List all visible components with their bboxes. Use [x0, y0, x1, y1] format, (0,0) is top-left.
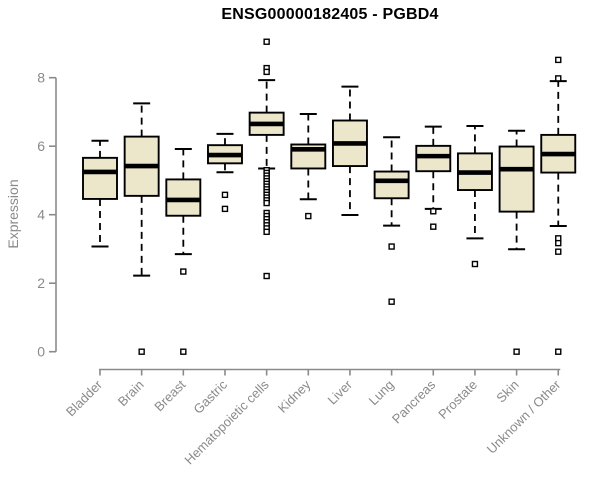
outlier-point — [555, 75, 562, 82]
x-tick-label-prostate: Prostate — [435, 377, 480, 422]
box-hematopoietic-cells — [248, 38, 285, 280]
y-tick-label: 4 — [37, 207, 45, 223]
iqr-box — [415, 144, 452, 173]
x-tick-label-bladder: Bladder — [63, 377, 106, 420]
outlier-point — [263, 38, 270, 45]
outlier-point — [471, 260, 479, 268]
outlier-point — [180, 268, 187, 275]
x-tick-label-brain: Brain — [115, 377, 147, 409]
box-skin — [498, 129, 535, 355]
y-tick-label: 8 — [37, 70, 45, 86]
iqr-box — [373, 170, 410, 200]
box-lung — [373, 136, 410, 305]
chart-title: ENSG00000182405 - PGBD4 — [221, 6, 439, 23]
outlier-point — [513, 348, 520, 355]
outlier-point — [221, 205, 229, 213]
outlier-point — [138, 348, 145, 355]
iqr-box — [82, 156, 118, 200]
x-tick-label-pancreas: Pancreas — [389, 377, 439, 427]
iqr-box — [498, 145, 535, 213]
outlier-point — [263, 228, 270, 236]
box-kidney — [290, 113, 327, 220]
y-axis: 0 2 4 6 8 — [37, 70, 57, 360]
y-tick-label: 2 — [37, 275, 45, 291]
outlier-point — [555, 348, 562, 355]
iqr-box — [165, 178, 202, 217]
box-pancreas — [415, 125, 452, 230]
x-tick-label-lung: Lung — [366, 377, 397, 408]
y-tick-label: 6 — [37, 138, 45, 154]
box-unknown-other — [540, 56, 577, 355]
box-bladder — [82, 139, 118, 248]
x-tick-label-gastric: Gastric — [190, 377, 230, 417]
box-brain — [123, 102, 160, 355]
box-gastric — [207, 132, 243, 213]
outlier-point — [555, 248, 562, 255]
outlier-point — [388, 298, 395, 305]
outlier-point — [180, 348, 187, 355]
box-prostate — [456, 124, 493, 268]
x-tick-label-skin: Skin — [493, 377, 521, 405]
y-tick-label: 0 — [37, 344, 45, 360]
box-liver — [332, 85, 368, 217]
outlier-point — [305, 212, 312, 220]
outlier-point — [430, 223, 437, 230]
outlier-point — [263, 199, 270, 207]
outlier-point — [388, 243, 395, 250]
x-tick-label-kidney: Kidney — [275, 377, 314, 416]
x-tick-label-liver: Liver — [325, 377, 356, 408]
box-breast — [165, 147, 202, 355]
outlier-point — [430, 208, 437, 215]
outlier-point — [263, 68, 270, 76]
outlier-point — [221, 191, 229, 199]
outlier-point — [263, 272, 270, 280]
outlier-point — [555, 56, 562, 64]
x-tick-label-unknown-other: Unknown / Other — [484, 377, 564, 457]
outlier-point — [555, 239, 562, 247]
x-tick-label-breast: Breast — [151, 377, 188, 414]
